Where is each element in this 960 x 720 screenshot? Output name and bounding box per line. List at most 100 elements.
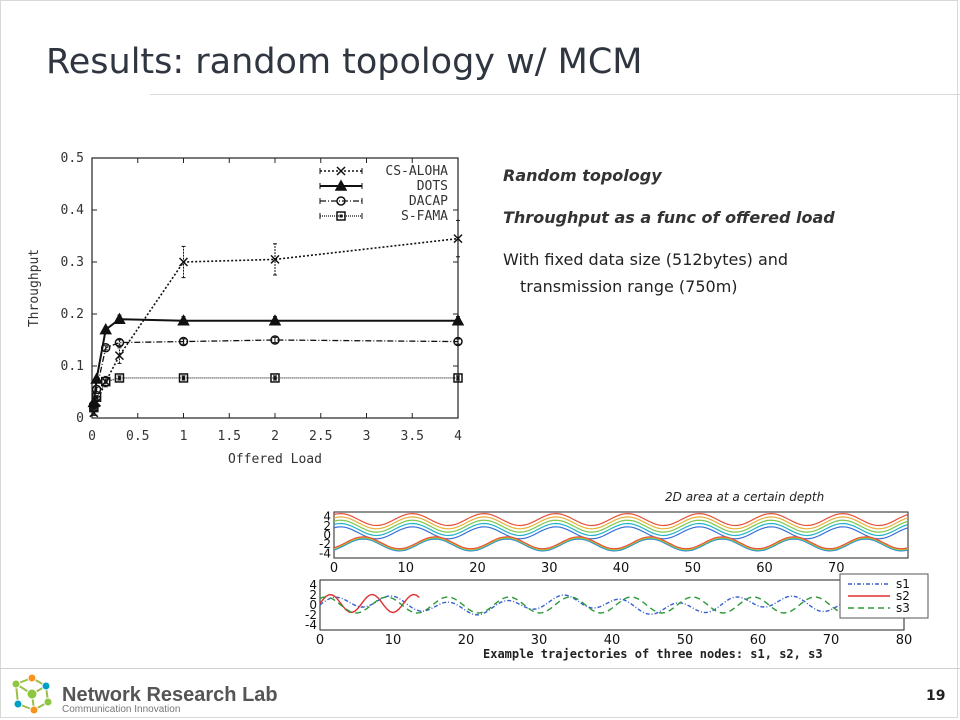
x-tick-label: 3.5 (401, 429, 424, 444)
x-tick-label: 1.5 (218, 429, 241, 444)
contour-line (334, 516, 908, 530)
trajectory-s3 (319, 596, 846, 614)
legend-label: CS-ALOHA (385, 164, 448, 179)
contour-x-tick-label: 70 (828, 561, 845, 576)
x-tick-label: 1 (180, 429, 188, 444)
contour-line (334, 519, 908, 533)
trajectory-x-tick-label: 40 (604, 633, 621, 646)
bullet-fixed-data: With fixed data size (512bytes) and tran… (503, 250, 943, 296)
slide-title: Results: random topology w/ MCM (46, 42, 643, 82)
data-point (178, 373, 189, 383)
data-point (178, 257, 189, 267)
trajectory-figure-caption: Example trajectories of three nodes: s1,… (483, 647, 823, 661)
contour-x-tick-label: 30 (541, 561, 558, 576)
contour-x-tick-label: 0 (330, 561, 338, 576)
data-point (336, 166, 346, 176)
y-axis-label: Throughput (27, 249, 42, 327)
bullet-random-topology: Random topology (503, 166, 662, 185)
contour-y-tick-label: -4 (319, 546, 331, 560)
series-line (93, 339, 459, 406)
data-point (178, 336, 189, 347)
y-tick-label: 0.1 (61, 359, 84, 374)
x-tick-label: 0 (88, 429, 96, 444)
data-point (114, 351, 124, 361)
network-lab-logo-icon (11, 673, 53, 715)
trajectory-x-tick-label: 0 (316, 633, 324, 646)
contour-lines (334, 512, 908, 552)
trajectory-y-tick-label: 4 (309, 578, 317, 592)
data-point (453, 373, 463, 383)
trajectory-x-tick-label: 30 (531, 633, 548, 646)
contour-x-tick-label: 20 (469, 561, 486, 576)
contour-x-tick-label: 60 (756, 561, 773, 576)
data-point (114, 373, 125, 383)
legend-entry: S-FAMA (319, 209, 448, 224)
page-number: 19 (926, 688, 946, 704)
lab-subtitle: Communication Innovation (62, 704, 181, 715)
y-tick-label: 0 (76, 411, 84, 426)
contour-line (334, 536, 908, 550)
series-line (92, 318, 458, 403)
title-divider (150, 94, 960, 95)
data-point (336, 211, 346, 221)
data-point (89, 408, 99, 418)
data-point (91, 392, 102, 402)
trajectory-s1 (319, 594, 846, 616)
data-point (453, 234, 463, 244)
footer-divider (0, 668, 960, 669)
x-tick-label: 3 (363, 429, 371, 444)
legend-entry: DOTS (319, 179, 448, 194)
series-dots (87, 312, 465, 408)
legend-label: s1 (896, 577, 910, 591)
data-point (113, 312, 126, 324)
data-point (270, 254, 280, 264)
trajectory-s2 (319, 593, 420, 614)
trajectory-x-tick-label: 60 (750, 633, 767, 646)
bullet-fixed-data-line2: transmission range (750m) (520, 277, 738, 296)
trajectory-y-tick-label: -4 (305, 618, 317, 632)
legend-label: s3 (896, 601, 910, 615)
bullet-throughput: Throughput as a func of offered load (503, 208, 835, 227)
contour-y-tick-label: -2 (319, 537, 331, 551)
contour-x-tick-label: 10 (397, 561, 414, 576)
data-point (270, 335, 280, 345)
bullet-fixed-data-line1: With fixed data size (512bytes) and (503, 250, 789, 269)
data-point (453, 336, 463, 347)
data-point (268, 314, 282, 326)
y-tick-label: 0.2 (61, 307, 84, 322)
area-figure-caption: 2D area at a certain depth (665, 490, 825, 504)
trajectory-x-tick-label: 10 (385, 633, 402, 646)
bullet-list: Random topology Throughput as a func of … (503, 166, 943, 319)
contour-y-tick-label: 0 (323, 528, 331, 542)
x-tick-label: 4 (454, 429, 462, 444)
trajectory-frame (319, 579, 905, 631)
data-point (270, 373, 280, 383)
legend-entry: CS-ALOHA (319, 164, 448, 179)
legend-label: DACAP (409, 194, 448, 209)
contour-x-tick-label: 50 (684, 561, 701, 576)
data-point (100, 343, 111, 353)
x-axis-label: Offered Load (228, 452, 322, 467)
series-line (93, 237, 459, 414)
data-point (114, 337, 125, 348)
data-point (177, 314, 190, 326)
data-point (89, 402, 99, 413)
legend-label: DOTS (417, 179, 448, 194)
trajectory-y-tick-label: -2 (305, 608, 317, 622)
trajectory-x-tick-label: 70 (823, 633, 840, 646)
data-point (336, 196, 346, 206)
contour-line (334, 522, 908, 537)
contour-y-tick-label: 4 (323, 510, 331, 524)
contour-y-tick-label: 2 (323, 519, 331, 533)
trajectory-x-tick-label: 20 (458, 633, 475, 646)
contour-line (334, 526, 908, 540)
trajectory-x-tick-label: 50 (677, 633, 694, 646)
trajectory-x-tick-label: 80 (896, 633, 913, 646)
trajectory-y-tick-label: 2 (309, 588, 317, 602)
contour-line (334, 512, 908, 527)
data-point (451, 314, 465, 326)
